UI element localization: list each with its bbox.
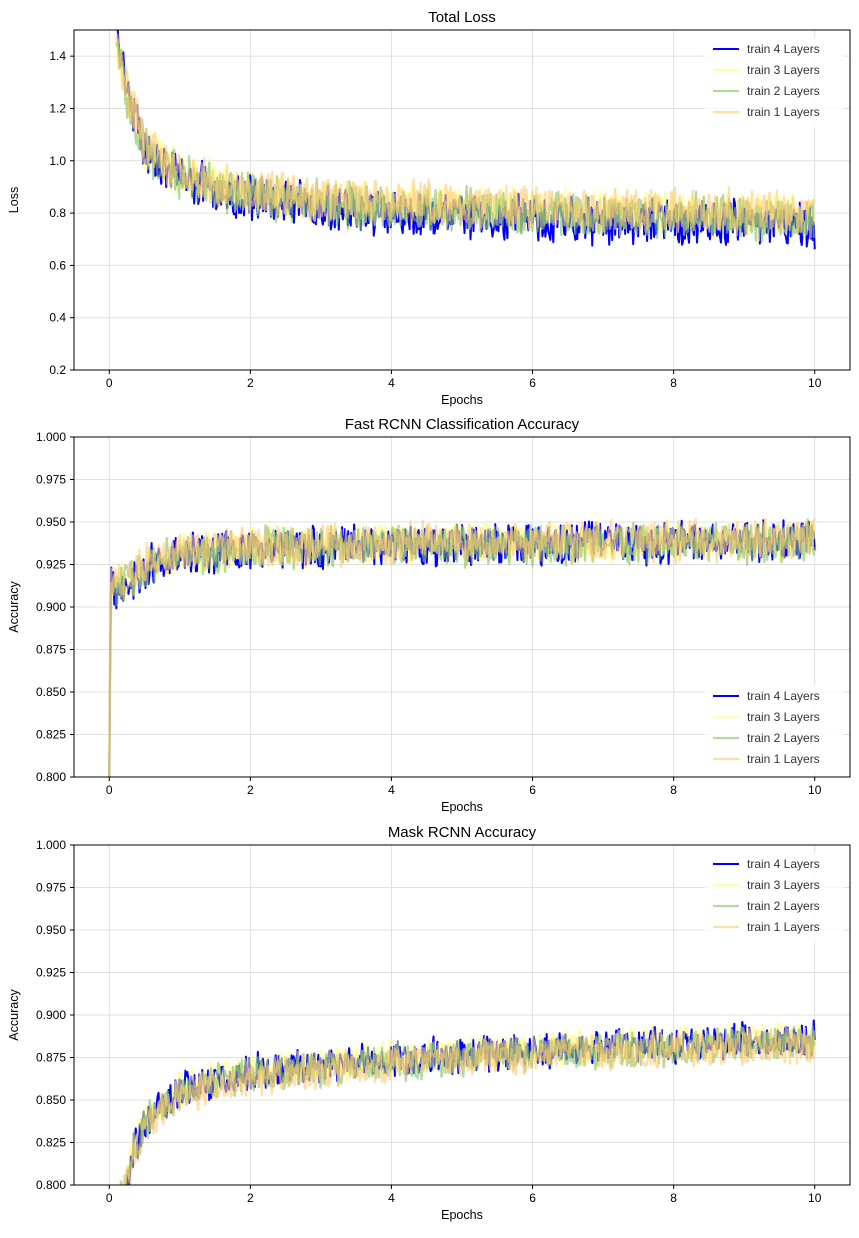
x-tick-label: 2 (247, 783, 254, 797)
y-tick-label: 0.875 (36, 1051, 66, 1065)
legend-label-train-2: train 2 Layers (747, 899, 820, 913)
legend-label-train-3: train 3 Layers (747, 710, 820, 724)
series-lines (108, 516, 816, 777)
legend-label-train-1: train 1 Layers (747, 752, 820, 766)
y-tick-label: 0.950 (36, 515, 66, 529)
legend-label-train-3: train 3 Layers (747, 878, 820, 892)
legend-label-train-2: train 2 Layers (747, 84, 820, 98)
y-tick-label: 0.900 (36, 1008, 66, 1022)
x-tick-label: 0 (106, 376, 113, 390)
legend-label-train-2: train 2 Layers (747, 731, 820, 745)
x-tick-label: 2 (247, 1191, 254, 1205)
y-tick-label: 0.975 (36, 473, 66, 487)
x-tick-label: 4 (388, 376, 395, 390)
x-tick-label: 8 (670, 783, 677, 797)
plot-frame (73, 29, 851, 371)
y-tick-label: 0.800 (36, 1178, 66, 1192)
chart-title: Total Loss (428, 9, 496, 26)
y-tick-label: 0.6 (49, 258, 66, 272)
y-tick-label: 0.8 (49, 206, 66, 220)
x-tick-label: 10 (808, 376, 822, 390)
x-tick-label: 0 (106, 783, 113, 797)
x-axis-label: Epochs (441, 800, 483, 814)
legend-label-train-4: train 4 Layers (747, 42, 820, 56)
y-axis-label: Loss (7, 187, 21, 213)
y-tick-label: 1.000 (36, 838, 66, 852)
y-tick-label: 0.925 (36, 558, 66, 572)
series-lines (119, 1019, 816, 1185)
legend-label-train-4: train 4 Layers (747, 689, 820, 703)
y-tick-label: 0.2 (49, 363, 66, 377)
legend-label-train-4: train 4 Layers (747, 857, 820, 871)
series-line-train-1 (122, 1027, 816, 1185)
y-axis-label: Accuracy (7, 581, 21, 633)
y-tick-label: 1.000 (36, 430, 66, 444)
legend-label-train-1: train 1 Layers (747, 920, 820, 934)
y-tick-label: 0.850 (36, 685, 66, 699)
x-tick-label: 10 (808, 783, 822, 797)
x-axis-label: Epochs (441, 1208, 483, 1222)
y-tick-label: 1.2 (49, 101, 66, 115)
legend-label-train-3: train 3 Layers (747, 63, 820, 77)
y-tick-label: 0.850 (36, 1093, 66, 1107)
x-tick-label: 8 (670, 376, 677, 390)
x-tick-label: 6 (529, 1191, 536, 1205)
y-tick-label: 0.825 (36, 1136, 66, 1150)
chart-3: 0 2 4 6 8 10 0.800 0.825 0.850 0.875 0.900 0.925 0.9… (7, 824, 851, 1222)
x-tick-label: 4 (388, 783, 395, 797)
chart-1: 0 2 4 6 8 10 0.2 0.4 0.6 0.8 1.0 1.2 1.4 Total Loss Ep… (7, 9, 851, 407)
x-tick-label: 10 (808, 1191, 822, 1205)
y-tick-label: 0.925 (36, 966, 66, 980)
legend: train 4 Layers train 3 Layers train 2 Laye… (705, 38, 844, 128)
chart-2: 0 2 4 6 8 10 0.800 0.825 0.850 0.875 0.900 0.925 0.9… (7, 416, 851, 814)
series-line-train-1 (108, 517, 816, 777)
y-tick-label: 0.875 (36, 643, 66, 657)
series-lines (115, 30, 816, 250)
x-tick-label: 0 (106, 1191, 113, 1205)
y-tick-label: 0.4 (49, 311, 66, 325)
legend: train 4 Layers train 3 Layers train 2 Laye… (705, 685, 844, 775)
y-axis-label: Accuracy (7, 989, 21, 1041)
y-tick-label: 1.4 (49, 49, 66, 63)
y-tick-label: 0.800 (36, 770, 66, 784)
y-tick-label: 1.0 (49, 154, 66, 168)
x-axis-label: Epochs (441, 393, 483, 407)
y-tick-label: 0.825 (36, 728, 66, 742)
x-tick-label: 2 (247, 376, 254, 390)
x-tick-label: 6 (529, 376, 536, 390)
x-tick-label: 8 (670, 1191, 677, 1205)
chart-title: Mask RCNN Accuracy (388, 824, 537, 841)
y-tick-label: 0.975 (36, 881, 66, 895)
x-tick-label: 4 (388, 1191, 395, 1205)
y-tick-label: 0.900 (36, 600, 66, 614)
y-tick-label: 0.950 (36, 923, 66, 937)
x-tick-label: 6 (529, 783, 536, 797)
legend: train 4 Layers train 3 Layers train 2 Laye… (705, 853, 844, 943)
series-line-train-1 (115, 33, 816, 237)
legend-label-train-1: train 1 Layers (747, 105, 820, 119)
chart-title: Fast RCNN Classification Accuracy (345, 416, 580, 433)
